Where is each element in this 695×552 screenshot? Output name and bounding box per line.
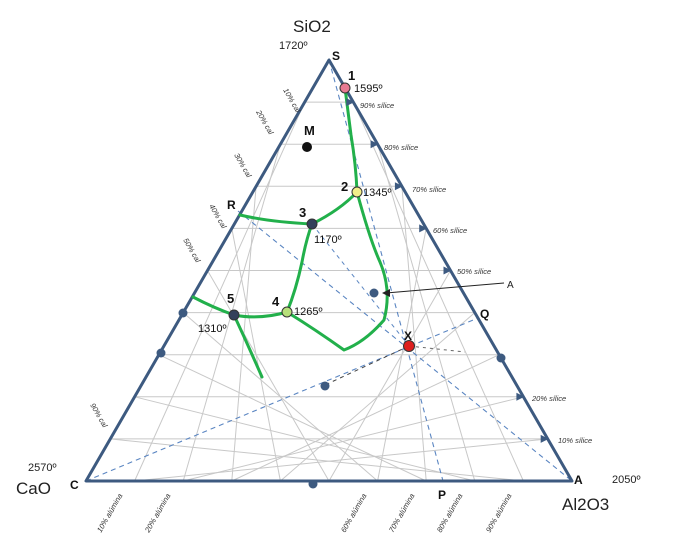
vertex-s-label: S [332, 49, 340, 63]
point-3-dot [306, 218, 318, 230]
grid-line-rising [110, 438, 524, 482]
left-component-label: CaO [16, 479, 51, 498]
phase-points [228, 82, 415, 352]
cal-label-40: 40% cal [207, 203, 228, 231]
edge-dot-right [496, 353, 506, 363]
boundary-2-3 [310, 190, 359, 226]
edge-dot-bottom [308, 479, 318, 489]
vertex-a-label: A [574, 473, 583, 487]
grid-line-rising [158, 354, 427, 482]
point-1-label: 1 [348, 68, 355, 83]
scale-arrowhead [443, 266, 452, 275]
point-x-dot [403, 340, 415, 352]
tie-line-x-right [408, 345, 466, 353]
edge-markers [156, 142, 506, 489]
boundary-2-x [285, 190, 389, 352]
scale-arrowhead [370, 140, 379, 149]
silice-label-10: 10% sílice [558, 436, 592, 445]
point-2-temp: 1345º [363, 187, 392, 199]
silice-label-70: 70% sílice [412, 185, 446, 194]
grid-line-falling [377, 228, 427, 482]
silice-label-90: 90% sílice [360, 101, 394, 110]
alumina-label-70: 70% alúmina [387, 492, 416, 534]
point-2-dot [351, 186, 363, 198]
cal-label-30: 30% cal [232, 152, 253, 180]
alumina-label-20: 20% alúmina [142, 492, 172, 535]
edge-dot-cal-left [178, 308, 188, 318]
vertex-c-label: C [70, 478, 79, 492]
scale-arrowhead [419, 224, 428, 233]
alumina-label-10: 10% alúmina [95, 492, 124, 534]
cal-label-10: 10% cal [281, 87, 302, 115]
point-5-temp: 1310º [198, 323, 227, 335]
top-component-temp: 1720º [279, 40, 308, 52]
point-5-dot [228, 309, 240, 321]
point-3-label: 3 [299, 205, 306, 220]
pointer-a-arrowhead [382, 289, 390, 297]
alumina-label-90: 90% alúmina [484, 492, 513, 534]
alumina-label-60: 60% alúmina [339, 492, 368, 534]
scale-arrowhead [516, 392, 525, 401]
top-component-label: SiO2 [293, 17, 331, 36]
boundary-r-3 [238, 213, 314, 226]
grid-line-falling [328, 270, 451, 482]
point-3-temp: 1170º [314, 234, 342, 246]
marker-r-label: R [227, 198, 236, 212]
point-1-temp: 1595º [354, 83, 383, 95]
cal-label-20: 20% cal [254, 108, 276, 137]
point-low-dot [320, 381, 330, 391]
cal-label-50: 50% cal [181, 237, 202, 265]
left-component-temp: 2570º [28, 462, 57, 474]
cal-label-90: 90% cal [88, 402, 109, 430]
boundary-3-4 [285, 222, 314, 314]
silice-label-60: 60% sílice [433, 226, 467, 235]
scale-arrows [346, 98, 549, 443]
scale-arrowhead [394, 182, 403, 191]
pointer-a-line [385, 282, 505, 294]
point-a-dot [369, 288, 379, 298]
grid-line-falling [377, 144, 476, 482]
tie-line-3-x [311, 223, 410, 347]
pointer-a-label: A [507, 280, 514, 291]
scale-arrowhead [346, 98, 355, 107]
silice-label-50: 50% sílice [457, 267, 491, 276]
boundary-1-2 [343, 86, 359, 194]
point-2-label: 2 [341, 179, 348, 194]
grid-line-falling [401, 186, 427, 482]
marker-q-label: Q [480, 307, 489, 321]
grid-line-falling [352, 101, 524, 482]
silice-label-80: 80% sílice [384, 143, 418, 152]
marker-x-label: X [404, 329, 412, 343]
right-component-label: Al2O3 [562, 495, 609, 514]
point-4-label: 4 [272, 294, 280, 309]
marker-m-label: M [304, 123, 315, 138]
boundary-5-down [232, 313, 264, 379]
point-4-dot [281, 306, 293, 318]
marker-p-label: P [438, 488, 446, 502]
grid-line-rising [207, 270, 330, 482]
grid-line-rising [134, 396, 475, 482]
scale-arrowhead [540, 434, 549, 443]
point-m-dot [302, 142, 312, 152]
grid-line-rising [182, 312, 378, 482]
composition-grid [110, 101, 548, 482]
right-component-temp: 2050º [612, 474, 641, 486]
silice-label-20: 20% sílice [531, 394, 566, 403]
edge-dot-cal-low [156, 348, 166, 358]
point-1-dot [339, 82, 351, 94]
tie-line-s-p [328, 59, 444, 482]
point-5-label: 5 [227, 291, 234, 306]
point-4-temp: 1265º [294, 306, 323, 318]
